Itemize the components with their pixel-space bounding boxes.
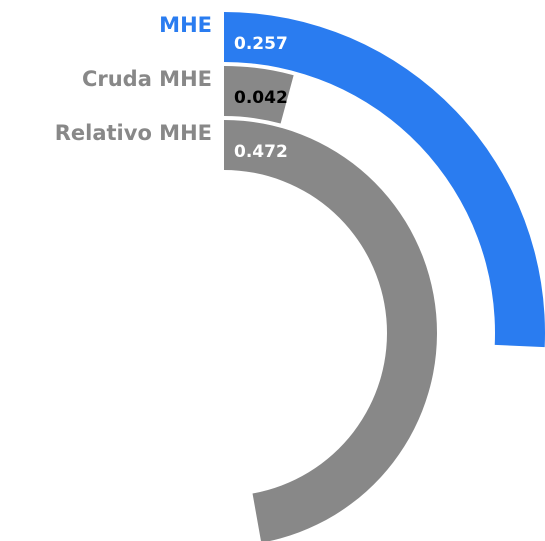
value-label: 0.472 xyxy=(234,142,288,162)
radial-bar xyxy=(224,120,437,541)
value-label: 0.257 xyxy=(234,34,288,54)
radial-bar xyxy=(224,12,545,348)
category-label: Relativo MHE xyxy=(55,121,212,145)
category-label: Cruda MHE xyxy=(82,67,212,91)
value-label: 0.042 xyxy=(234,88,288,108)
radial-bar xyxy=(224,66,294,124)
category-label: MHE xyxy=(159,13,212,37)
